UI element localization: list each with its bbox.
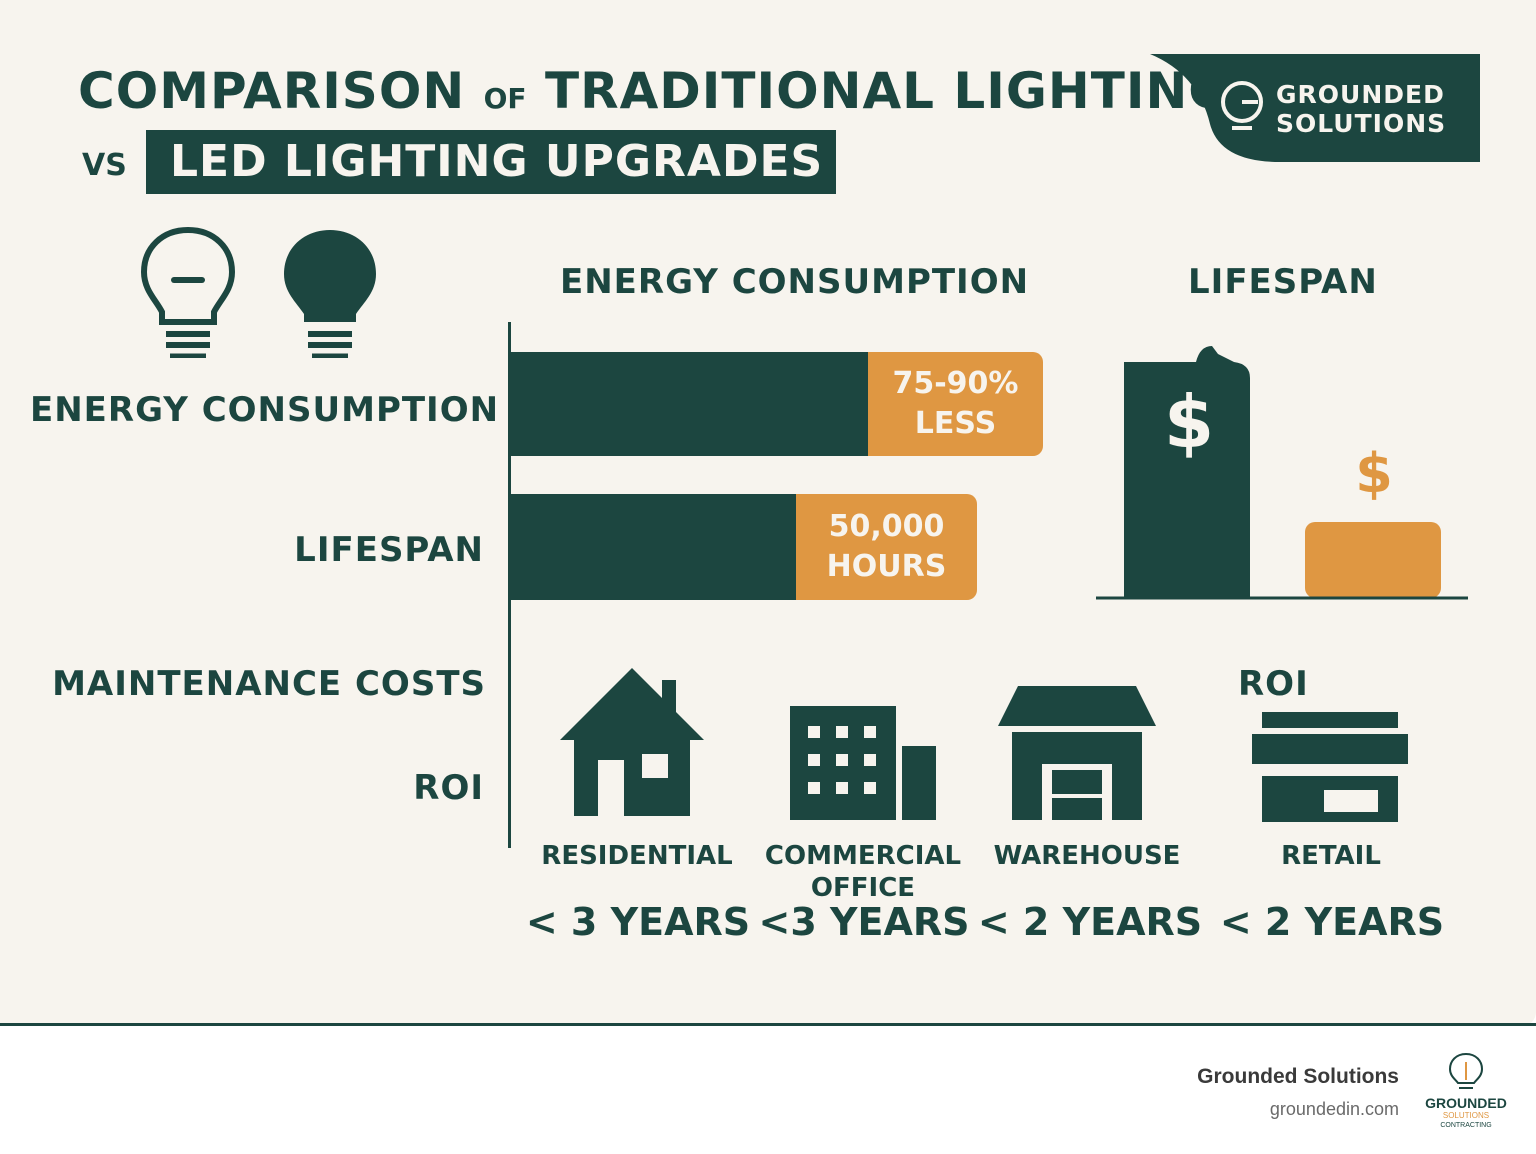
title-traditional-lighting: TRADITIONAL LIGHTING <box>544 62 1231 120</box>
brand-line-1: GROUNDED <box>1276 80 1445 109</box>
footer-url[interactable]: groundedin.com <box>1269 1099 1399 1119</box>
chart-axis <box>508 322 511 848</box>
small-cost-symbol: $ <box>1355 442 1393 505</box>
roi-warehouse: < 2 YEARS <box>977 900 1203 944</box>
brand-tab <box>1150 54 1480 162</box>
traditional-bulb-icon <box>140 226 236 358</box>
row-label-maintenance: MAINTENANCE COSTS <box>52 664 486 704</box>
brand-name: GROUNDED SOLUTIONS <box>1276 80 1446 138</box>
lifespan-bar-led: 50,000 HOURS <box>796 494 977 600</box>
retail-store-icon <box>1252 712 1408 822</box>
energy-bar-traditional <box>511 352 869 456</box>
lifespan-bar-value: 50,000 <box>828 509 945 544</box>
row-label-lifespan: LIFESPAN <box>294 530 484 570</box>
title-comparison: COMPARISON <box>78 62 466 120</box>
category-retail: RETAIL <box>1281 841 1381 871</box>
energy-bar-unit: LESS <box>914 406 997 441</box>
roi-residential: < 3 YEARS <box>525 900 751 944</box>
lifespan-bar-unit: HOURS <box>826 549 947 584</box>
category-residential: RESIDENTIAL <box>541 841 733 871</box>
maintenance-cost-graphic <box>1096 346 1468 600</box>
warehouse-icon <box>998 686 1156 820</box>
title-of: OF <box>483 82 527 115</box>
title-highlight: LED LIGHTING UPGRADES <box>146 130 836 194</box>
title-vs: VS <box>82 148 127 183</box>
brand-logo-icon <box>1221 81 1263 130</box>
footer-company-name: Grounded Solutions <box>1197 1065 1399 1088</box>
roi-heading: ROI <box>1238 664 1309 704</box>
energy-consumption-heading: ENERGY CONSUMPTION <box>560 262 1030 302</box>
roi-retail: < 2 YEARS <box>1219 900 1445 944</box>
roi-commercial-office: <3 YEARS <box>758 900 970 944</box>
large-cost-symbol: $ <box>1163 380 1215 464</box>
brand-line-2: SOLUTIONS <box>1276 109 1447 138</box>
lifespan-bar-traditional <box>511 494 797 600</box>
lifespan-heading: LIFESPAN <box>1188 262 1378 302</box>
footer-logo: GROUNDED SOLUTIONS CONTRACTING <box>1418 1050 1514 1132</box>
led-bulb-icon <box>284 230 376 358</box>
footer-logo-text-3: CONTRACTING <box>1440 1122 1492 1129</box>
footer-divider <box>0 1023 1536 1026</box>
footer-logo-text-1: GROUNDED <box>1425 1095 1507 1111</box>
infographic: COMPARISON OF TRADITIONAL LIGHTING VS LE… <box>0 0 1536 1026</box>
title-line-1: COMPARISON OF TRADITIONAL LIGHTING <box>78 62 1230 120</box>
footer-logo-text-2: SOLUTIONS <box>1442 1111 1490 1120</box>
energy-bar-value: 75-90% <box>892 366 1019 401</box>
house-icon <box>560 668 704 816</box>
energy-bar-led: 75-90% LESS <box>868 352 1043 456</box>
footer-logo-bulb-icon <box>1448 1052 1484 1089</box>
row-label-energy: ENERGY CONSUMPTION <box>30 390 500 430</box>
category-warehouse: WAREHOUSE <box>993 841 1181 871</box>
category-commercial-office: COMMERCIAL OFFICE <box>764 841 962 903</box>
row-label-roi: ROI <box>413 768 484 808</box>
office-building-icon <box>790 706 936 820</box>
